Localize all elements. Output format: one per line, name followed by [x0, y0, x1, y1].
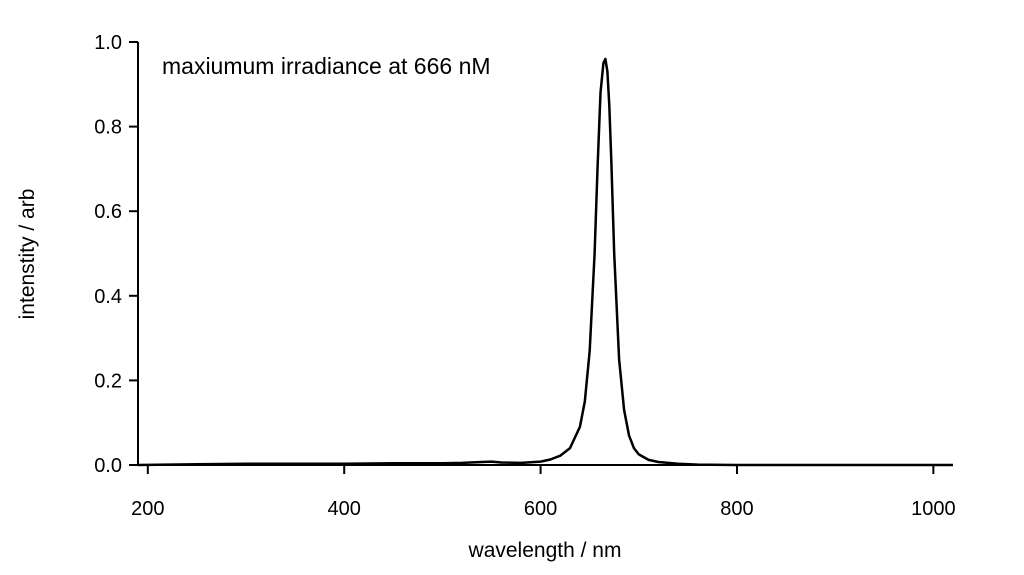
x-tick-label: 800 [720, 498, 753, 520]
y-ticks: 0.0 0.2 0.4 0.6 0.8 1.0 [94, 32, 138, 477]
y-tick-label: 0.2 [94, 370, 122, 392]
x-axis-label: wavelength / nm [468, 539, 622, 562]
y-axis-label: intenstity / arb [16, 189, 39, 320]
y-tick-label: 0.4 [94, 286, 122, 308]
axes [137, 42, 953, 466]
x-ticks: 200 400 600 800 1000 [131, 465, 956, 520]
y-tick-label: 0.8 [94, 117, 122, 139]
spectrum-line [137, 57, 953, 467]
x-tick-label: 400 [328, 498, 361, 520]
x-tick-label: 600 [524, 498, 557, 520]
y-tick-label: 0.0 [94, 455, 122, 477]
y-tick-label: 1.0 [94, 32, 122, 54]
x-tick-label: 200 [131, 498, 164, 520]
y-tick-label: 0.6 [94, 201, 122, 223]
x-tick-label: 1000 [911, 498, 956, 520]
peak-annotation: maxiumum irradiance at 666 nM [162, 53, 491, 79]
series-layer [137, 57, 953, 467]
